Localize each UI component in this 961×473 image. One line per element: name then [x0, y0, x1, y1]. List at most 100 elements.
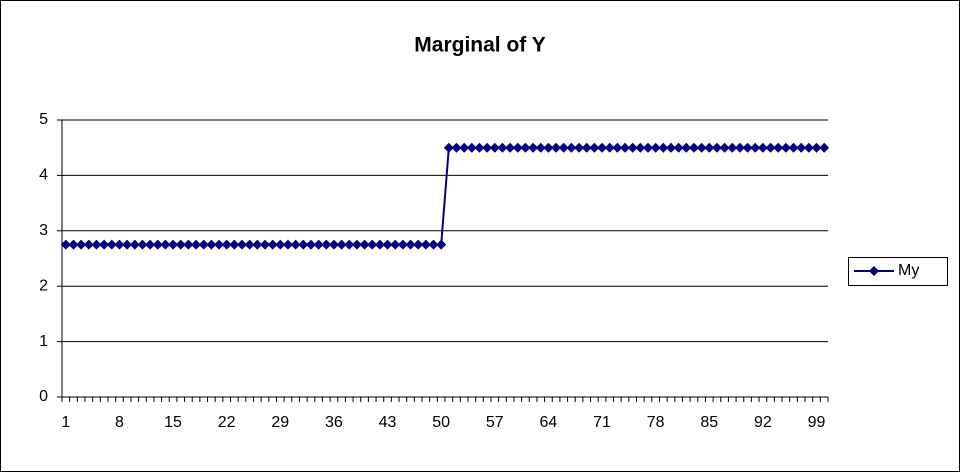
marker	[436, 239, 447, 250]
marker	[811, 142, 822, 153]
marker	[612, 142, 623, 153]
marker	[290, 239, 301, 250]
marker	[443, 142, 454, 153]
marker	[152, 239, 163, 250]
marker	[428, 239, 439, 250]
marker	[780, 142, 791, 153]
x-tick-label: 1	[61, 414, 70, 431]
marker	[788, 142, 799, 153]
marker	[221, 239, 232, 250]
marker	[658, 142, 669, 153]
legend-marker	[869, 266, 879, 276]
x-tick-label: 85	[700, 414, 718, 431]
marker	[367, 239, 378, 250]
marker	[91, 239, 102, 250]
marker	[711, 142, 722, 153]
marker	[259, 239, 270, 250]
marker	[535, 142, 546, 153]
marker	[359, 239, 370, 250]
marker	[750, 142, 761, 153]
marker	[688, 142, 699, 153]
marker	[129, 239, 140, 250]
marker	[581, 142, 592, 153]
y-tick-label: 4	[39, 167, 48, 184]
marker	[99, 239, 110, 250]
marker	[198, 239, 209, 250]
marker	[420, 239, 431, 250]
marker	[321, 239, 332, 250]
x-tick-label: 92	[754, 414, 772, 431]
marker	[451, 142, 462, 153]
y-tick-label: 3	[39, 222, 48, 239]
marker	[696, 142, 707, 153]
marker	[597, 142, 608, 153]
marker	[298, 239, 309, 250]
marker	[145, 239, 156, 250]
marker	[742, 142, 753, 153]
marker	[719, 142, 730, 153]
x-tick-label: 8	[115, 414, 124, 431]
marker	[328, 239, 339, 250]
x-tick-label: 71	[593, 414, 611, 431]
marker	[160, 239, 171, 250]
marker	[673, 142, 684, 153]
marker	[650, 142, 661, 153]
marker	[267, 239, 278, 250]
y-tick-label: 2	[39, 277, 48, 294]
marker	[642, 142, 653, 153]
x-tick-label: 57	[486, 414, 504, 431]
marker	[106, 239, 117, 250]
marker	[83, 239, 94, 250]
marker	[374, 239, 385, 250]
marker	[313, 239, 324, 250]
marker	[137, 239, 148, 250]
marker	[497, 142, 508, 153]
legend-label: My	[898, 262, 919, 279]
marker	[252, 239, 263, 250]
marker	[122, 239, 133, 250]
x-tick-label: 22	[218, 414, 236, 431]
x-tick-label: 50	[432, 414, 450, 431]
marker	[589, 142, 600, 153]
x-tick-label: 43	[379, 414, 397, 431]
x-tick-label: 36	[325, 414, 343, 431]
marker	[796, 142, 807, 153]
marker	[60, 239, 71, 250]
marker	[620, 142, 631, 153]
marker	[574, 142, 585, 153]
marker	[244, 239, 255, 250]
x-tick-label: 64	[540, 414, 558, 431]
marker	[229, 239, 240, 250]
marker	[183, 239, 194, 250]
marker	[704, 142, 715, 153]
marker	[665, 142, 676, 153]
chart-title: Marginal of Y	[414, 34, 545, 57]
marker	[397, 239, 408, 250]
marker	[773, 142, 784, 153]
marker	[214, 239, 225, 250]
marker	[390, 239, 401, 250]
marker	[459, 142, 470, 153]
marker	[551, 142, 562, 153]
y-tick-label: 5	[39, 111, 48, 128]
marker	[558, 142, 569, 153]
marker	[114, 239, 125, 250]
marker	[528, 142, 539, 153]
x-tick-label: 99	[808, 414, 826, 431]
marker	[627, 142, 638, 153]
marker	[635, 142, 646, 153]
marker	[489, 142, 500, 153]
marker	[604, 142, 615, 153]
marker	[681, 142, 692, 153]
marker	[206, 239, 217, 250]
marker	[237, 239, 248, 250]
marker	[305, 239, 316, 250]
marker	[275, 239, 286, 250]
marker	[336, 239, 347, 250]
marker	[413, 239, 424, 250]
x-tick-label: 29	[271, 414, 289, 431]
marker	[803, 142, 814, 153]
marker	[765, 142, 776, 153]
